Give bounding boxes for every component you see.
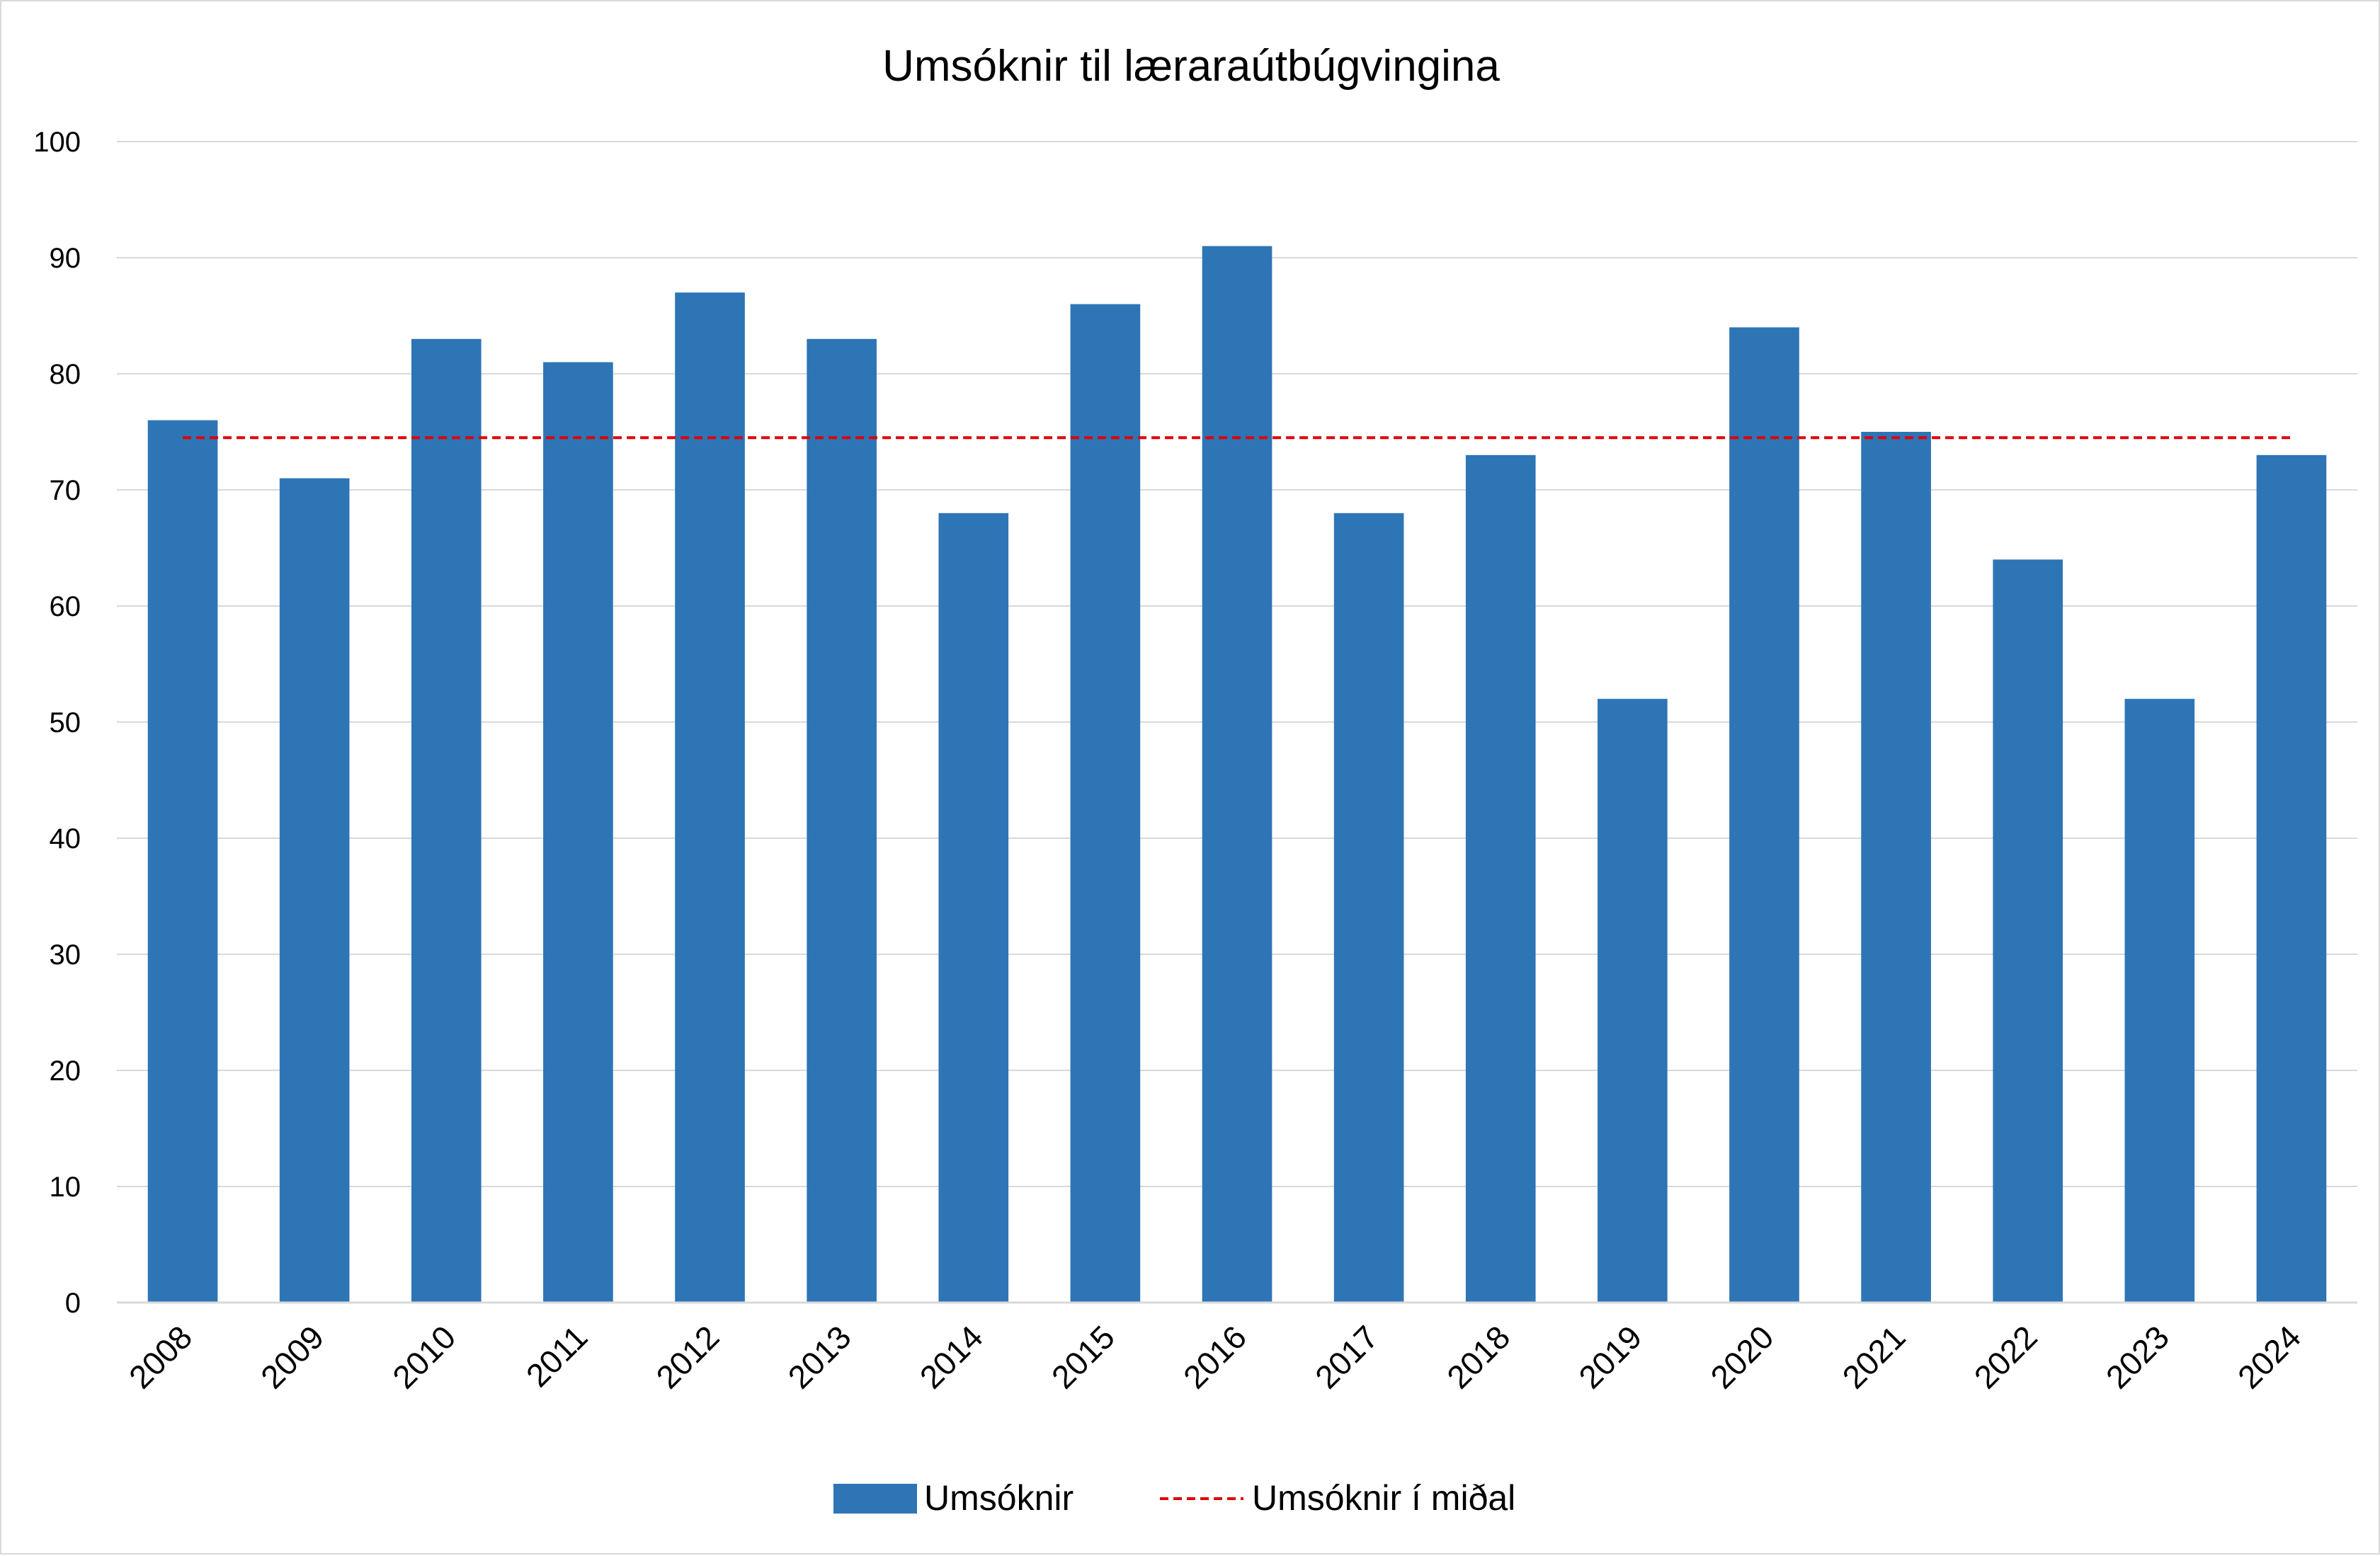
bars xyxy=(147,246,2327,1303)
y-tick-label: 40 xyxy=(50,823,81,854)
x-tick-label: 2008 xyxy=(122,1318,199,1395)
bar-2011 xyxy=(543,362,613,1303)
x-tick-label: 2015 xyxy=(1044,1318,1122,1395)
x-tick-label: 2022 xyxy=(1967,1318,2044,1395)
y-tick-label: 80 xyxy=(50,359,81,390)
x-tick-label: 2018 xyxy=(1440,1318,1517,1395)
x-tick-label: 2017 xyxy=(1308,1318,1385,1395)
chart-title: Umsóknir til læraraútbúgvingina xyxy=(882,42,1500,91)
x-tick-label: 2014 xyxy=(913,1318,990,1395)
y-tick-label: 60 xyxy=(50,591,81,622)
legend: Umsóknir Umsóknir í miðal xyxy=(833,1478,1515,1518)
bar-2009 xyxy=(279,478,350,1303)
legend-label-average: Umsóknir í miðal xyxy=(1252,1478,1515,1518)
x-tick-label: 2013 xyxy=(781,1318,858,1395)
y-tick-label: 100 xyxy=(33,127,81,158)
y-tick-label: 30 xyxy=(50,939,81,971)
legend-label-bars: Umsóknir xyxy=(924,1478,1074,1518)
x-tick-label: 2024 xyxy=(2231,1318,2308,1395)
bar-2023 xyxy=(2124,699,2195,1303)
bar-2017 xyxy=(1333,513,1404,1303)
y-axis-ticks: 0 10 20 30 40 50 60 70 80 90 100 xyxy=(33,127,81,1319)
bar-2014 xyxy=(938,513,1009,1303)
x-tick-label: 2016 xyxy=(1176,1318,1253,1395)
bar-2022 xyxy=(1993,559,2063,1303)
x-tick-label: 2011 xyxy=(519,1318,595,1394)
bar-2015 xyxy=(1070,304,1141,1303)
y-tick-label: 50 xyxy=(50,707,81,738)
x-tick-label: 2020 xyxy=(1703,1318,1780,1395)
bar-2024 xyxy=(2256,454,2327,1303)
x-axis-ticks: 2008 2009 2010 2011 2012 2013 2014 2015 2016 2017… xyxy=(122,1318,2308,1395)
x-tick-label: 2009 xyxy=(254,1318,331,1395)
x-tick-label: 2019 xyxy=(1571,1318,1649,1395)
bar-2016 xyxy=(1202,246,1272,1303)
bar-2012 xyxy=(675,292,745,1303)
x-tick-label: 2010 xyxy=(385,1318,462,1395)
y-tick-label: 20 xyxy=(50,1056,81,1087)
y-tick-label: 10 xyxy=(50,1172,81,1203)
bar-2021 xyxy=(1861,432,1931,1303)
bar-2018 xyxy=(1465,454,1536,1303)
bar-2008 xyxy=(147,420,218,1303)
x-tick-label: 2021 xyxy=(1835,1318,1913,1395)
y-tick-label: 90 xyxy=(50,243,81,274)
bar-2019 xyxy=(1598,699,1668,1303)
bar-2013 xyxy=(807,338,877,1303)
legend-swatch-bars xyxy=(833,1484,917,1514)
x-tick-label: 2023 xyxy=(2099,1318,2176,1395)
bar-2020 xyxy=(1729,327,1799,1303)
x-tick-label: 2012 xyxy=(649,1318,726,1395)
y-tick-label: 0 xyxy=(65,1288,81,1319)
bar-2010 xyxy=(411,338,482,1303)
y-tick-label: 70 xyxy=(50,475,81,506)
